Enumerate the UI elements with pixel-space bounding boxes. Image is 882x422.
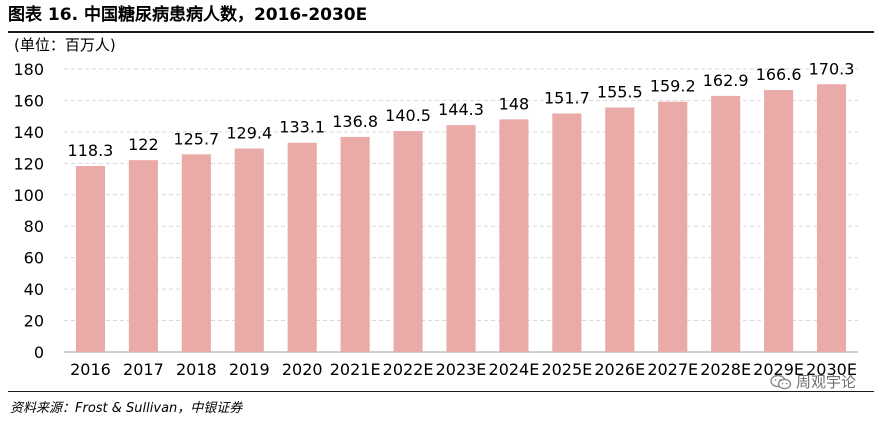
data-label: 159.2: [650, 77, 696, 96]
bar: [128, 160, 158, 352]
figure-title: 图表 16. 中国糖尿病患病人数，2016-2030E: [8, 5, 368, 25]
x-tick-label: 2016: [70, 360, 111, 379]
wechat-icon: [770, 374, 792, 389]
bar: [499, 119, 529, 352]
x-tick-label: 2030E: [806, 360, 857, 379]
y-tick-label: 60: [24, 249, 44, 268]
data-label: 170.3: [809, 59, 855, 78]
data-label: 151.7: [544, 88, 590, 107]
data-label: 125.7: [173, 129, 219, 148]
y-tick-label: 0: [34, 343, 44, 362]
y-tick-label: 140: [13, 123, 44, 142]
x-tick-label: 2027E: [647, 360, 698, 379]
bar: [605, 107, 635, 353]
figure-header: 图表 16. 中国糖尿病患病人数，2016-2030E: [8, 4, 874, 33]
x-tick-label: 2029E: [753, 360, 804, 379]
watermark: 周观宇论: [770, 371, 856, 392]
bar: [234, 148, 264, 352]
x-tick-label: 2017: [123, 360, 164, 379]
y-tick-label: 120: [13, 154, 44, 173]
source-note: 资料来源：Frost & Sullivan，中银证券: [10, 401, 243, 416]
x-tick-label: 2028E: [700, 360, 751, 379]
y-tick-label: 100: [13, 186, 44, 205]
data-label: 118.3: [68, 141, 114, 160]
data-label: 129.4: [226, 124, 272, 143]
watermark-text: 周观宇论: [795, 373, 856, 391]
y-tick-label: 40: [24, 280, 44, 299]
bar: [75, 166, 106, 352]
bar: [764, 90, 794, 352]
data-label: 122: [128, 135, 159, 154]
x-tick-label: 2023E: [436, 360, 487, 379]
data-label: 136.8: [332, 112, 378, 131]
data-label: 133.1: [279, 118, 325, 137]
y-tick-label: 20: [24, 312, 44, 331]
x-tick-label: 2024E: [489, 360, 540, 379]
x-tick-label: 2019: [229, 360, 270, 379]
source-divider: [8, 391, 874, 392]
data-label: 140.5: [385, 106, 431, 125]
bar: [552, 113, 582, 352]
y-tick-label: 160: [13, 91, 44, 110]
x-tick-label: 2026E: [594, 360, 645, 379]
x-tick-label: 2021E: [330, 360, 381, 379]
y-tick-label: 180: [13, 60, 44, 79]
data-label: 144.3: [438, 100, 484, 119]
bar: [446, 125, 476, 353]
data-label: 148: [499, 94, 530, 113]
unit-label: (单位：百万人): [14, 36, 116, 54]
bar: [658, 101, 688, 352]
bar: [287, 142, 317, 352]
data-label: 166.6: [756, 65, 802, 84]
bar: [340, 136, 370, 352]
x-tick-label: 2022E: [383, 360, 434, 379]
x-tick-label: 2018: [176, 360, 217, 379]
title-divider: [8, 31, 874, 33]
data-label: 155.5: [597, 83, 643, 102]
x-tick-label: 2020: [282, 360, 323, 379]
bar: [816, 84, 847, 353]
bar: [181, 154, 211, 352]
x-tick-label: 2025E: [541, 360, 592, 379]
data-label: 162.9: [703, 71, 749, 90]
y-tick-label: 80: [24, 217, 44, 236]
bar: [393, 131, 423, 352]
bar: [711, 95, 741, 352]
